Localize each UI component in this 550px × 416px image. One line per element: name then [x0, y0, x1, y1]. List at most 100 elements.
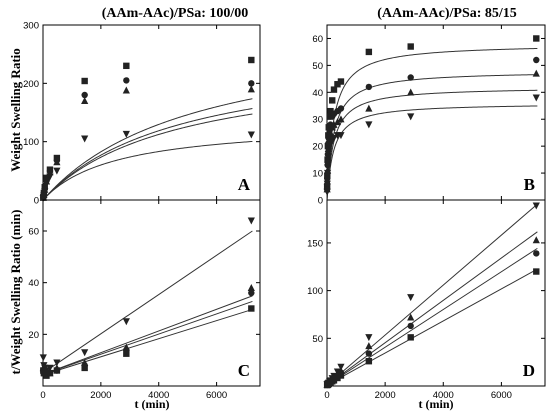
panel-b-point-circle — [337, 105, 345, 112]
panel-c-point-circle — [248, 289, 255, 297]
panel-b-ytick-label: 30 — [312, 115, 323, 126]
panel-d-letter: D — [523, 361, 535, 380]
panel-c-point-triangle-down — [39, 354, 47, 362]
panel-b-point-triangle-down — [323, 169, 332, 177]
panel-c-point-square — [81, 364, 88, 372]
panel-a-point-triangle-down — [41, 188, 49, 196]
panel-d-point-square — [337, 372, 345, 379]
panel-a-fit-square — [42, 98, 253, 201]
panel-a-point-triangle-up — [122, 86, 130, 94]
panel-c-point-triangle-down — [53, 359, 61, 367]
panel-b-ytick-label: 50 — [312, 61, 323, 72]
panel-d-xtick-label: 0 — [324, 390, 329, 401]
panel-d-ytick-label: 150 — [307, 238, 323, 249]
panel-a-point-circle — [123, 77, 130, 84]
panel-c-letter: C — [238, 361, 250, 380]
panel-c-fit-triangle-up — [42, 295, 253, 375]
panel-c-point-square — [46, 369, 54, 377]
panel-c-point-triangle-down — [122, 318, 130, 326]
panel-b-ytick-label: 60 — [312, 34, 323, 45]
panel-b-letter: B — [524, 175, 535, 194]
panel-a-point-triangle-down — [53, 167, 61, 175]
panel-c-point-triangle-up — [247, 284, 255, 292]
panel-b-point-square — [327, 107, 334, 115]
panel-a-fit-triangle-up — [42, 113, 253, 201]
panel-c-xtick-label: 6000 — [206, 390, 227, 401]
panel-b-fit-triangle-up — [326, 89, 538, 201]
panel-b-fit-triangle-down — [326, 105, 538, 201]
panel-c-frame — [42, 199, 261, 387]
panel-b-point-triangle-up — [365, 104, 373, 112]
panel-a-ytick-label: 100 — [23, 137, 39, 148]
panel-d-point-circle — [365, 350, 373, 357]
panel-d-point-triangle-down — [365, 334, 373, 342]
panel-a-point-triangle-up — [247, 85, 255, 93]
panel-b-point-triangle-down — [323, 180, 331, 188]
panel-b-ytick-label: 40 — [312, 88, 323, 99]
panel-a-point-triangle-down — [46, 173, 54, 181]
panel-b-point-square — [337, 78, 345, 85]
panel-d-ytick-label: 100 — [307, 286, 323, 297]
panel-d-point-triangle-up — [365, 342, 373, 350]
ylabel-bottom: t/Weight Swelling Ratio (min) — [8, 209, 23, 374]
panel-d-point-square — [365, 358, 373, 365]
panel-c-point-triangle-down — [247, 217, 255, 225]
panel-b-point-circle — [533, 56, 540, 64]
panel-c-xtick-label: 4000 — [148, 390, 169, 401]
panel-d-fit-triangle-down — [326, 203, 538, 386]
panel-d-fit-triangle-up — [326, 231, 538, 386]
panel-b-point-circle — [365, 83, 373, 91]
panel-a-point-triangle-up — [53, 158, 61, 166]
panel-a-point-triangle-down — [42, 180, 51, 188]
panel-a-point-square — [248, 56, 255, 64]
panel-b-point-triangle-down — [325, 148, 333, 156]
panel-c-point-square — [43, 372, 50, 379]
panel-c-fit-circle — [42, 300, 253, 375]
panel-b-point-triangle-up — [326, 128, 335, 136]
panel-b-point-triangle-down — [323, 188, 331, 196]
xlabel-left: t (min) — [135, 397, 170, 411]
panel-a-frame — [42, 24, 261, 201]
panel-d-xtick-label: 4000 — [433, 390, 454, 401]
panel-a-point-square — [81, 77, 88, 85]
panel-a-point-triangle-down — [39, 195, 47, 203]
panel-b-point-triangle-down — [324, 153, 332, 161]
panel-b-point-triangle-up — [407, 88, 415, 96]
panel-a-point-square — [123, 62, 130, 70]
panel-a-point-circle — [248, 80, 255, 87]
panel-a-point-triangle-down — [81, 135, 89, 143]
panel-d-point-triangle-down — [407, 294, 415, 302]
panel-a-ytick-label: 300 — [23, 21, 39, 32]
panel-c-fit-square — [42, 308, 253, 376]
panel-d-point-circle — [533, 250, 540, 257]
panel-d-xtick-label: 2000 — [375, 390, 396, 401]
panel-b-point-square — [407, 43, 414, 50]
panel-c-xtick-label: 0 — [40, 390, 45, 401]
panel-b-frame — [326, 24, 546, 201]
panel-c-ytick-label: 40 — [28, 278, 39, 289]
panel-b-point-triangle-down — [330, 134, 338, 142]
panel-d-ytick-label: 50 — [312, 334, 323, 345]
panel-b-ytick-label: 0 — [318, 196, 323, 207]
panel-b-point-square — [533, 35, 540, 42]
panel-b-point-triangle-up — [532, 69, 540, 77]
panel-b-point-triangle-down — [337, 132, 345, 140]
ylabel-top: Weight Swelling Ratio — [8, 48, 23, 172]
panel-b-fit-circle — [326, 74, 538, 201]
panel-c-fit-triangle-down — [42, 230, 253, 374]
panel-b-point-triangle-up — [337, 115, 345, 123]
panel-a-point-triangle-down — [40, 192, 48, 200]
panel-c-point-triangle-down — [46, 364, 54, 372]
panel-d-point-square — [330, 377, 338, 384]
panel-a-point-circle — [81, 91, 88, 99]
panel-c-point-triangle-down — [81, 349, 89, 357]
panel-a-point-triangle-down — [247, 131, 255, 139]
panel-b-point-circle — [407, 74, 414, 81]
panel-b-point-triangle-down — [407, 113, 415, 121]
panel-c-point-square — [123, 350, 130, 357]
panel-d-fit-circle — [326, 247, 538, 386]
panel-b-ytick-label: 20 — [312, 142, 323, 153]
panel-d-frame — [326, 199, 546, 387]
panel-b-point-triangle-down — [324, 161, 332, 169]
